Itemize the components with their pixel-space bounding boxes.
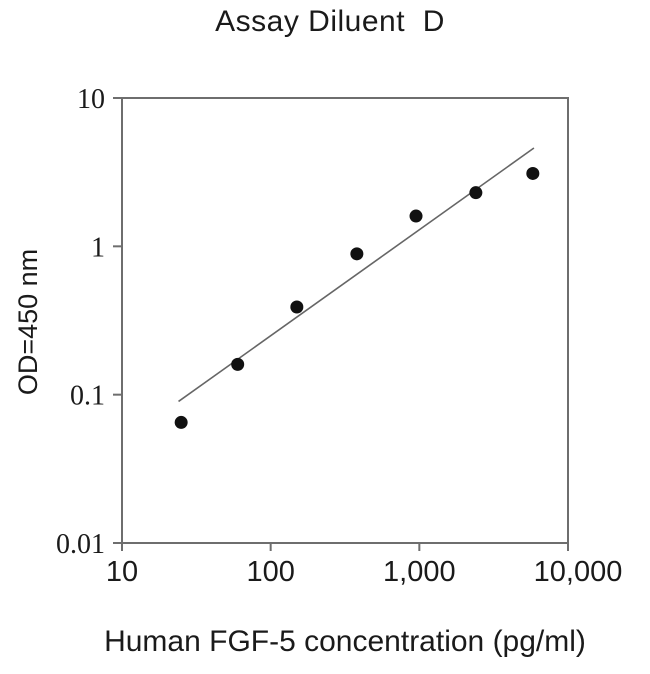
data-point <box>409 209 423 223</box>
y-tick-label: 1 <box>91 232 105 263</box>
x-tick-label: 100 <box>246 556 294 588</box>
x-tick-label: 1,000 <box>383 556 456 588</box>
data-point <box>469 186 483 200</box>
data-point <box>350 247 364 261</box>
data-point <box>231 357 245 371</box>
data-point <box>526 166 540 180</box>
y-tick-label: 10 <box>77 84 105 115</box>
chart-title: Assay Diluent D <box>215 5 445 38</box>
x-tick-label: 10 <box>106 556 138 588</box>
plot-frame <box>121 97 569 544</box>
x-tick-label: 10,000 <box>534 556 623 588</box>
data-point <box>290 300 304 314</box>
y-tick-label: 0.01 <box>56 529 105 560</box>
data-point <box>174 415 188 429</box>
y-tick-label: 0.1 <box>70 381 105 412</box>
x-axis-label: Human FGF-5 concentration (pg/ml) <box>104 625 586 658</box>
